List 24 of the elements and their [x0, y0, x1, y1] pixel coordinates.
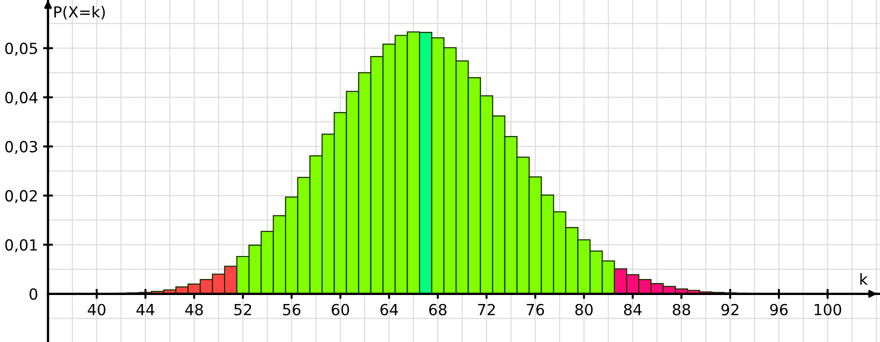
x-tick-label: 80: [575, 304, 593, 316]
x-tick-label: 52: [234, 304, 252, 316]
x-tick-label: 40: [88, 304, 106, 316]
x-tick-label: 68: [429, 304, 446, 316]
y-tick-label: 0,02: [5, 190, 37, 204]
x-tick-label: 64: [380, 304, 398, 316]
x-tick-label: 56: [283, 304, 300, 316]
x-tick-label: 92: [721, 304, 738, 316]
y-tick-label: 0,01: [5, 239, 37, 252]
x-tick-label: 100: [814, 304, 842, 316]
x-tick-label: 60: [332, 304, 350, 316]
x-tick-label: 84: [624, 304, 642, 316]
x-axis-title: k: [860, 273, 868, 285]
x-tick-label: 72: [478, 304, 495, 316]
x-tick-label: 76: [526, 304, 544, 316]
x-tick-label: 48: [185, 304, 203, 316]
y-tick-label: 0,05: [5, 42, 37, 56]
x-tick-label: 88: [672, 304, 690, 316]
y-tick-label: 0: [30, 288, 38, 300]
y-tick-label: 0,03: [5, 140, 38, 154]
y-tick-label: 0,04: [5, 92, 38, 105]
y-axis-title: P(X=k): [54, 6, 105, 20]
x-tick-label: 44: [136, 304, 154, 316]
x-tick-label: 96: [770, 304, 788, 316]
